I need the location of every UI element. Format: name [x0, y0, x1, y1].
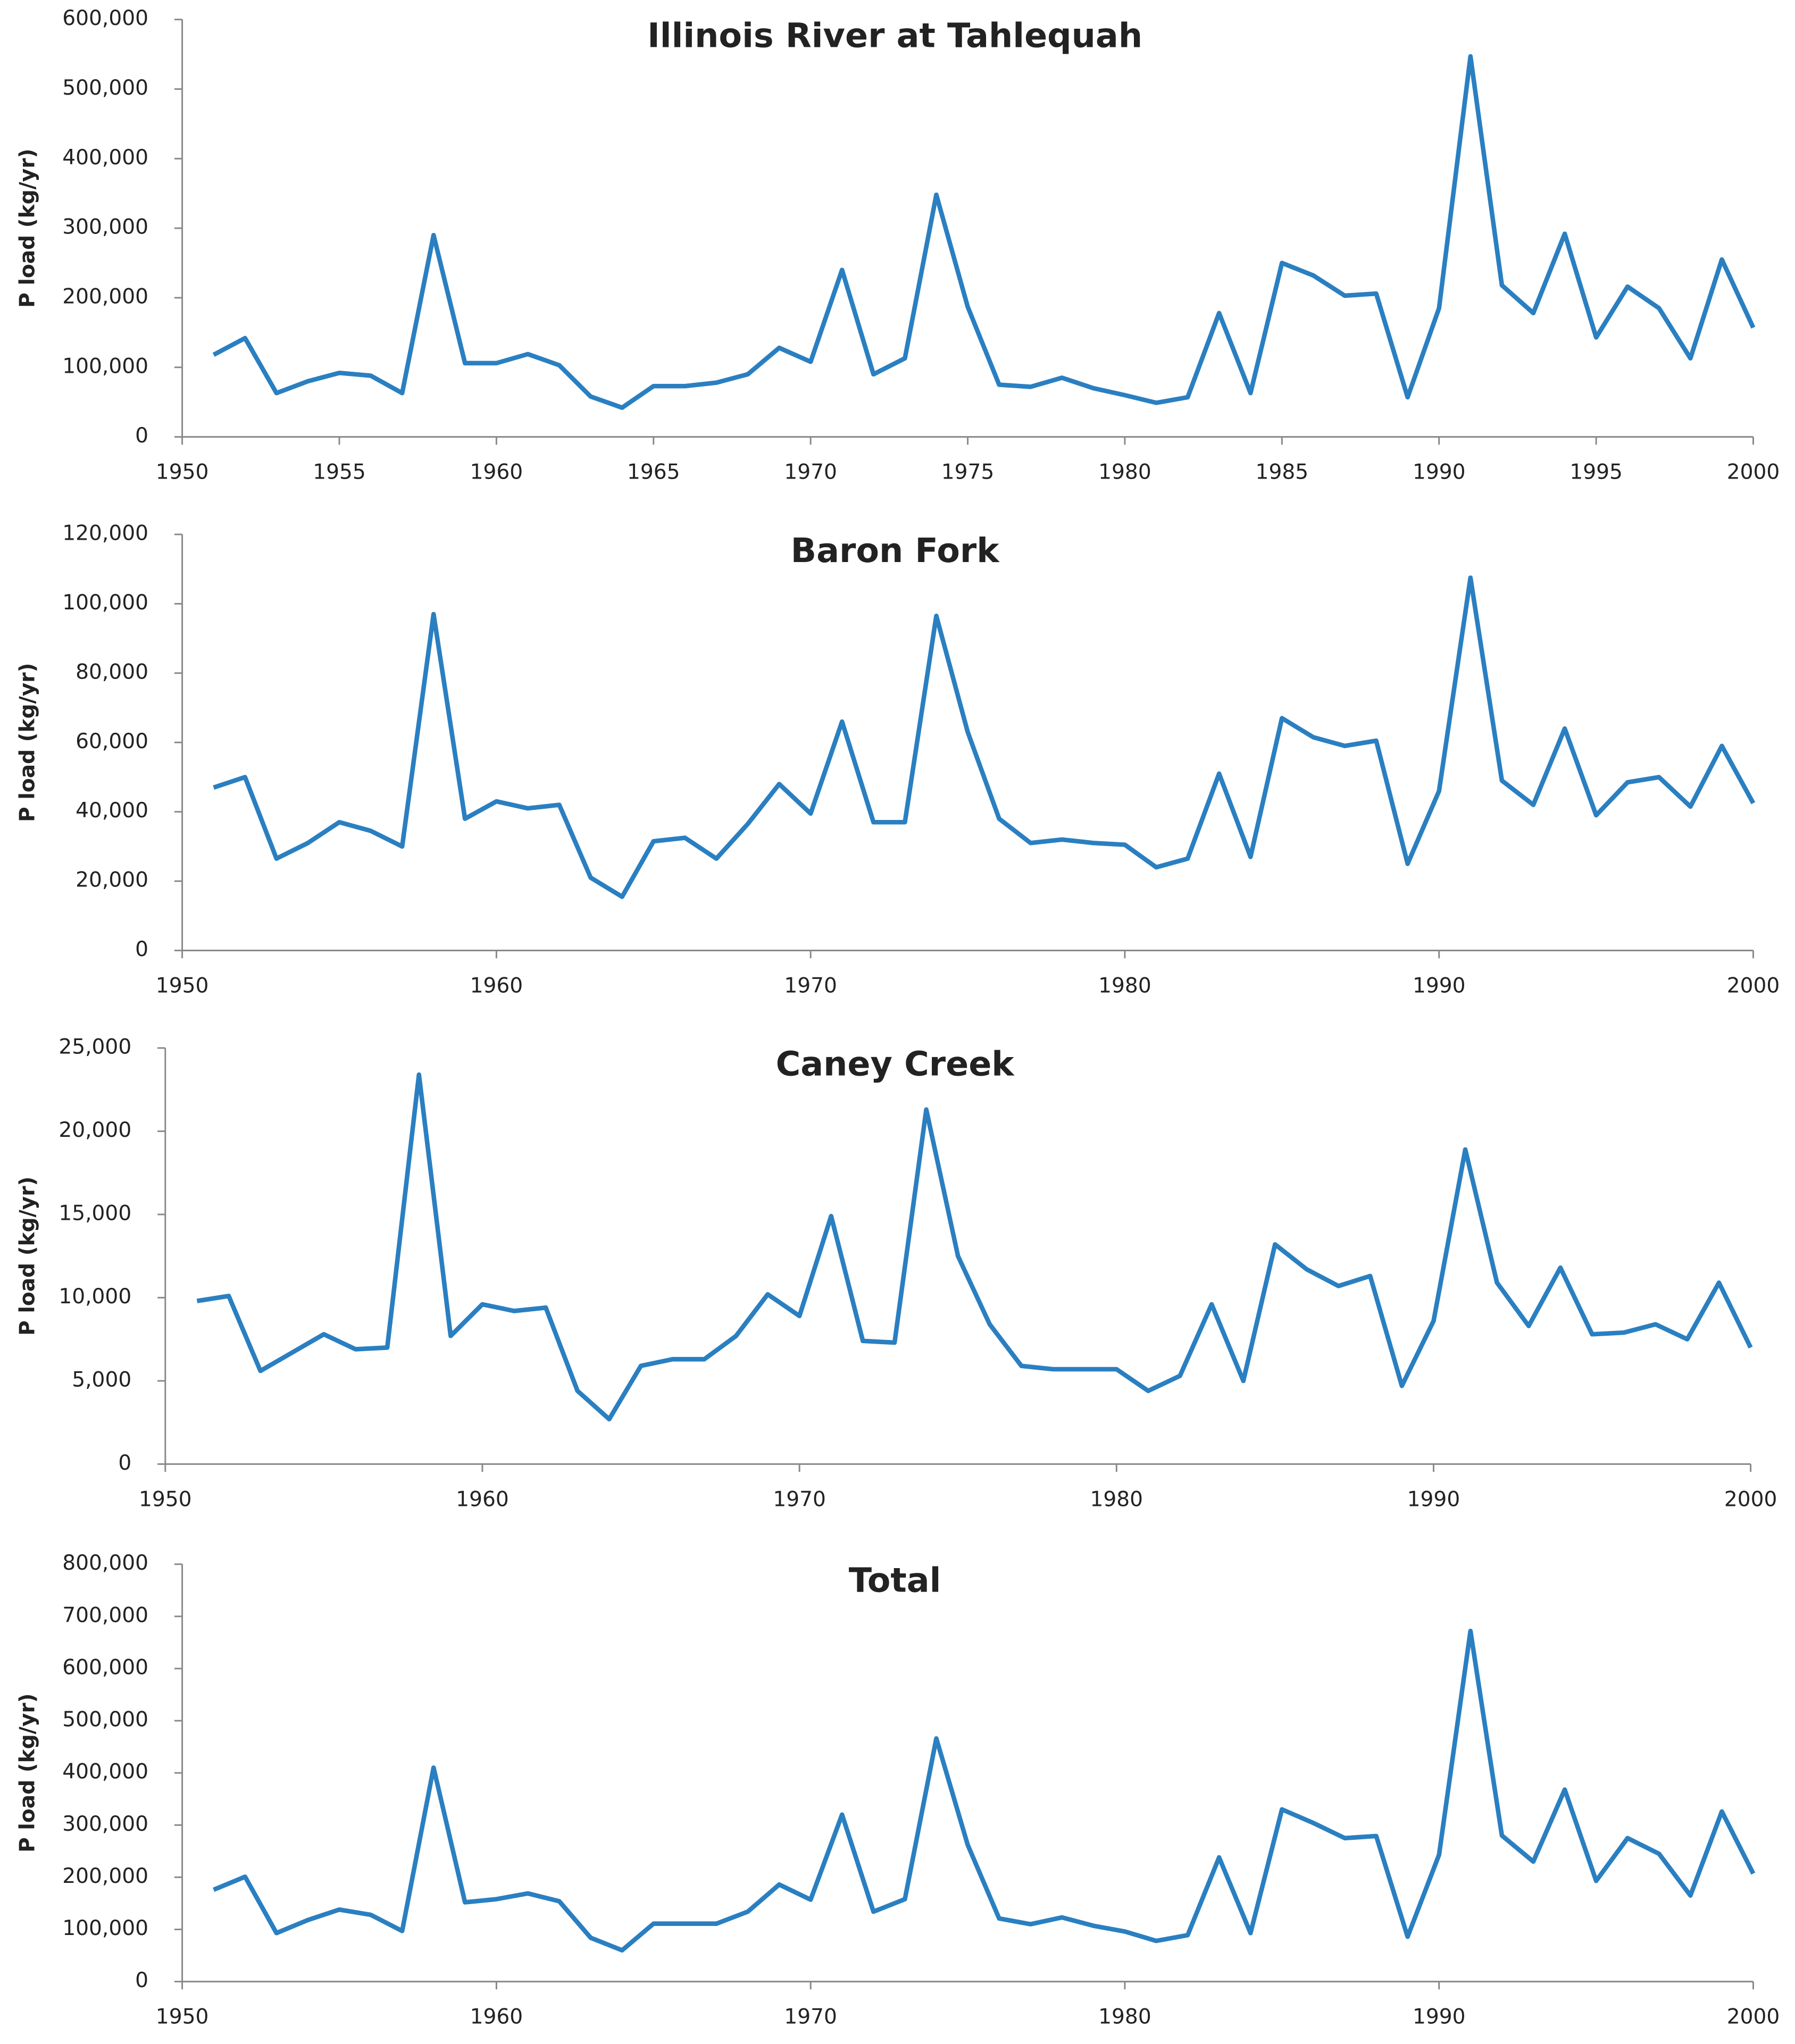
- y-tick-label: 600,000: [62, 1655, 148, 1679]
- x-tick-label: 1970: [773, 1487, 826, 1511]
- chart-title: Illinois River at Tahlequah: [647, 15, 1142, 55]
- chart-title: Baron Fork: [791, 531, 1000, 570]
- chart-title: Caney Creek: [776, 1044, 1015, 1084]
- panel: 0 100,000 200,000 300,000 400,000 500,000 600,…: [16, 1551, 1780, 2029]
- x-tick-label: 1990: [1413, 2005, 1466, 2029]
- x-tick-label: 1980: [1098, 974, 1151, 998]
- x-tick-label: 1955: [313, 460, 366, 484]
- x-tick-label: 1950: [156, 460, 209, 484]
- y-tick-label: 40,000: [76, 799, 148, 823]
- y-tick-label: 5,000: [72, 1368, 131, 1392]
- x-tick-label: 1950: [139, 1487, 192, 1511]
- y-tick-label: 800,000: [62, 1551, 148, 1575]
- x-tick-label: 1950: [156, 974, 209, 998]
- y-tick-label: 60,000: [76, 730, 148, 753]
- y-tick-label: 20,000: [76, 868, 148, 892]
- data-line: [196, 1072, 1753, 1422]
- y-tick-label: 0: [135, 1968, 148, 1992]
- x-tick-label: 1990: [1407, 1487, 1460, 1511]
- y-tick-label: 0: [118, 1451, 131, 1475]
- x-tick-label: 2000: [1727, 2005, 1780, 2029]
- y-tick-label: 20,000: [59, 1118, 131, 1142]
- x-tick-label: 1960: [470, 974, 523, 998]
- y-axis-label: P load (kg/yr): [16, 1176, 40, 1335]
- x-tick-label: 1960: [456, 1487, 509, 1511]
- y-tick-label: 400,000: [62, 1760, 148, 1784]
- x-tick-label: 2000: [1727, 460, 1780, 484]
- y-tick-label: 10,000: [59, 1285, 131, 1309]
- x-tick-label: 1965: [627, 460, 680, 484]
- x-tick-label: 1970: [784, 2005, 837, 2029]
- y-tick-label: 200,000: [62, 1864, 148, 1888]
- x-tick-label: 1970: [784, 460, 837, 484]
- y-tick-label: 300,000: [62, 1812, 148, 1836]
- y-tick-label: 400,000: [62, 146, 148, 170]
- y-tick-label: 100,000: [62, 591, 148, 615]
- y-tick-label: 600,000: [62, 6, 148, 30]
- y-tick-label: 700,000: [62, 1603, 148, 1627]
- x-tick-label: 1980: [1098, 2005, 1151, 2029]
- y-tick-label: 120,000: [62, 522, 148, 546]
- y-tick-label: 0: [135, 424, 148, 448]
- x-tick-label: 1950: [156, 2005, 209, 2029]
- x-tick-label: 2000: [1724, 1487, 1777, 1511]
- x-tick-label: 1980: [1098, 460, 1151, 484]
- data-line: [213, 1628, 1756, 1953]
- y-axis-label: P load (kg/yr): [16, 663, 40, 822]
- y-tick-label: 0: [135, 937, 148, 961]
- y-tick-label: 80,000: [76, 660, 148, 684]
- y-tick-label: 100,000: [62, 354, 148, 378]
- panel: 0 20,000 40,000 60,000 80,000 100,000 120,000 1…: [16, 522, 1780, 998]
- y-axis-label: P load (kg/yr): [16, 1693, 40, 1852]
- panel: 0 100,000 200,000 300,000 400,000 500,000 600,…: [16, 6, 1780, 484]
- y-tick-label: 100,000: [62, 1916, 148, 1940]
- x-tick-label: 1960: [470, 460, 523, 484]
- y-tick-label: 500,000: [62, 76, 148, 100]
- y-tick-label: 500,000: [62, 1708, 148, 1732]
- data-line: [212, 54, 1756, 410]
- x-tick-label: 1960: [470, 2005, 523, 2029]
- chart-title: Total: [849, 1560, 941, 1599]
- x-tick-label: 2000: [1727, 974, 1780, 998]
- panel: 0 5,000 10,000 15,000 20,000 25,000 1950 1960 19…: [16, 1035, 1777, 1511]
- x-tick-label: 1980: [1090, 1487, 1143, 1511]
- x-tick-label: 1985: [1256, 460, 1309, 484]
- y-tick-label: 200,000: [62, 284, 148, 308]
- y-tick-label: 25,000: [59, 1035, 131, 1059]
- x-tick-label: 1995: [1569, 460, 1623, 484]
- x-tick-label: 1970: [784, 974, 837, 998]
- data-line: [213, 575, 1756, 899]
- x-tick-label: 1990: [1413, 460, 1466, 484]
- x-tick-label: 1990: [1413, 974, 1466, 998]
- y-tick-label: 15,000: [59, 1201, 131, 1225]
- y-tick-label: 300,000: [62, 215, 148, 239]
- x-tick-label: 1975: [941, 460, 995, 484]
- y-axis-label: P load (kg/yr): [16, 148, 40, 307]
